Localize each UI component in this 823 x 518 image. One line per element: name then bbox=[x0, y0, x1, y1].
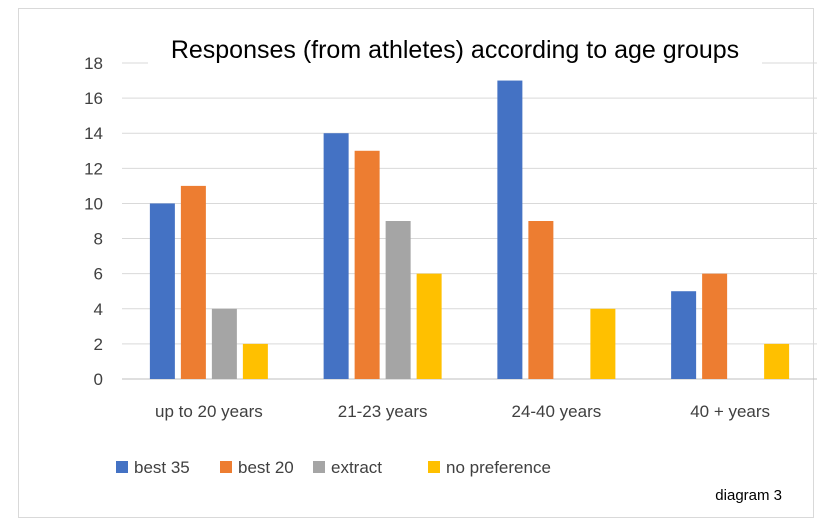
diagram-note: diagram 3 bbox=[715, 487, 782, 504]
bar-best-35-2 bbox=[497, 80, 523, 380]
legend-label: extract bbox=[331, 458, 382, 477]
x-category-label: 24-40 years bbox=[511, 402, 601, 421]
y-tick-label: 2 bbox=[94, 335, 103, 354]
y-tick-label: 12 bbox=[84, 159, 103, 178]
y-tick-label: 14 bbox=[84, 124, 103, 143]
y-axis-ticks: 0 2 4 6 8 10 12 14 16 18 bbox=[84, 54, 103, 389]
bar-extract-1 bbox=[385, 221, 411, 379]
bar-no-preference-0 bbox=[242, 343, 268, 379]
bar-best-35-1 bbox=[323, 133, 349, 379]
x-category-label: up to 20 years bbox=[155, 402, 263, 421]
y-tick-label: 10 bbox=[84, 194, 103, 213]
y-tick-label: 0 bbox=[94, 370, 103, 389]
bar-best-35-0 bbox=[149, 203, 175, 379]
legend-swatch bbox=[428, 461, 440, 473]
x-axis-categories: up to 20 years 21-23 years 24-40 years 40 +… bbox=[155, 402, 770, 421]
bar-best-20-1 bbox=[354, 150, 380, 379]
bar-best-20-2 bbox=[528, 221, 554, 379]
bar-no-preference-1 bbox=[416, 273, 442, 379]
legend-label: best 20 bbox=[238, 458, 294, 477]
legend: best 35 best 20 extract no preference bbox=[116, 458, 551, 477]
title-background bbox=[148, 30, 762, 72]
legend-swatch bbox=[116, 461, 128, 473]
x-category-label: 40 + years bbox=[690, 402, 770, 421]
y-tick-label: 16 bbox=[84, 89, 103, 108]
legend-label: best 35 bbox=[134, 458, 190, 477]
bar-no-preference-3 bbox=[764, 343, 790, 379]
bar-no-preference-2 bbox=[590, 308, 616, 379]
bar-chart: 0 2 4 6 8 10 12 14 16 18 up to 20 years 21-23 year… bbox=[84, 30, 817, 504]
legend-swatch bbox=[313, 461, 325, 473]
legend-swatch bbox=[220, 461, 232, 473]
bars bbox=[149, 80, 790, 380]
y-tick-label: 18 bbox=[84, 54, 103, 73]
y-tick-label: 6 bbox=[94, 265, 103, 284]
bar-best-20-0 bbox=[180, 185, 206, 379]
bar-best-35-3 bbox=[671, 291, 697, 379]
legend-label: no preference bbox=[446, 458, 551, 477]
y-tick-label: 8 bbox=[94, 230, 103, 249]
chart-title: Responses (from athletes) according to a… bbox=[171, 36, 739, 64]
y-tick-label: 4 bbox=[94, 300, 103, 319]
bar-extract-0 bbox=[211, 308, 237, 379]
x-category-label: 21-23 years bbox=[338, 402, 428, 421]
bar-best-20-3 bbox=[702, 273, 728, 379]
